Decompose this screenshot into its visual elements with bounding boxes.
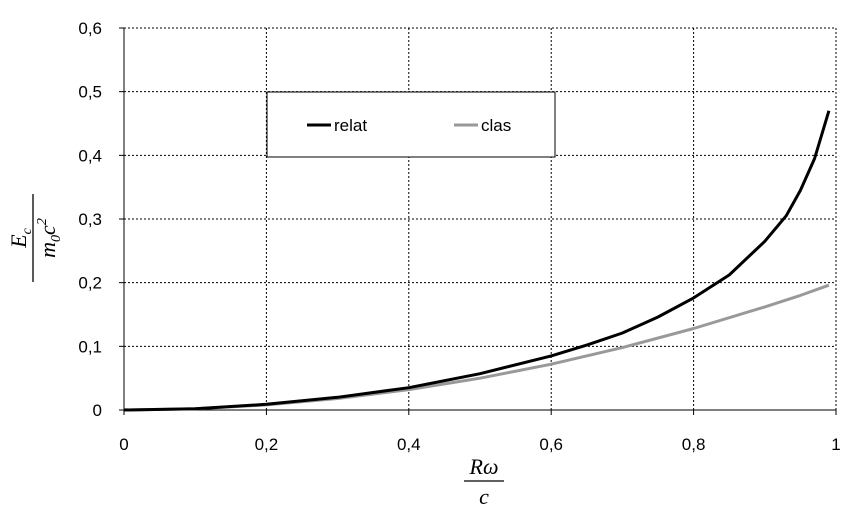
y-tick-label: 0,6 — [78, 19, 102, 38]
x-axis-label: Rω c — [464, 454, 504, 509]
y-label-numerator: E — [6, 234, 31, 249]
series-lines — [123, 110, 831, 412]
y-label-denominator-sub: 0 — [49, 235, 64, 242]
y-label-numerator-sub: c — [20, 227, 35, 234]
x-tick-label: 1 — [831, 435, 840, 454]
legend-label-relat: relat — [334, 116, 367, 135]
x-tick-labels: 0 0,2 0,4 0,6 0,8 1 — [119, 435, 840, 454]
y-tick-label: 0 — [93, 401, 102, 420]
x-tick-label: 0 — [119, 435, 128, 454]
y-label-denominator-m: m — [35, 242, 60, 258]
y-tick-label: 0,1 — [78, 337, 102, 356]
x-label-denominator: c — [479, 484, 489, 509]
axes — [119, 27, 837, 415]
x-tick-label: 0,4 — [397, 435, 421, 454]
x-tick-label: 0,2 — [255, 435, 279, 454]
y-tick-label: 0,4 — [78, 146, 102, 165]
svg-text:Ec: Ec — [6, 227, 35, 248]
svg-text:m0c2: m0c2 — [35, 218, 64, 258]
x-tick-label: 0,8 — [682, 435, 706, 454]
y-tick-label: 0,3 — [78, 210, 102, 229]
x-label-numerator: Rω — [469, 454, 499, 479]
y-label-denominator-c: c — [35, 225, 60, 235]
legend-label-clas: clas — [481, 116, 511, 135]
y-axis-label: Ec m0c2 — [6, 194, 64, 282]
y-tick-label: 0,5 — [78, 83, 102, 102]
y-label-denominator-sup: 2 — [35, 218, 50, 225]
series-line-relat — [123, 110, 831, 412]
legend: relat clas — [266, 91, 556, 158]
x-tick-label: 0,6 — [539, 435, 563, 454]
y-tick-label: 0,2 — [78, 274, 102, 293]
y-tick-labels: 0 0,1 0,2 0,3 0,4 0,5 0,6 — [78, 19, 102, 420]
